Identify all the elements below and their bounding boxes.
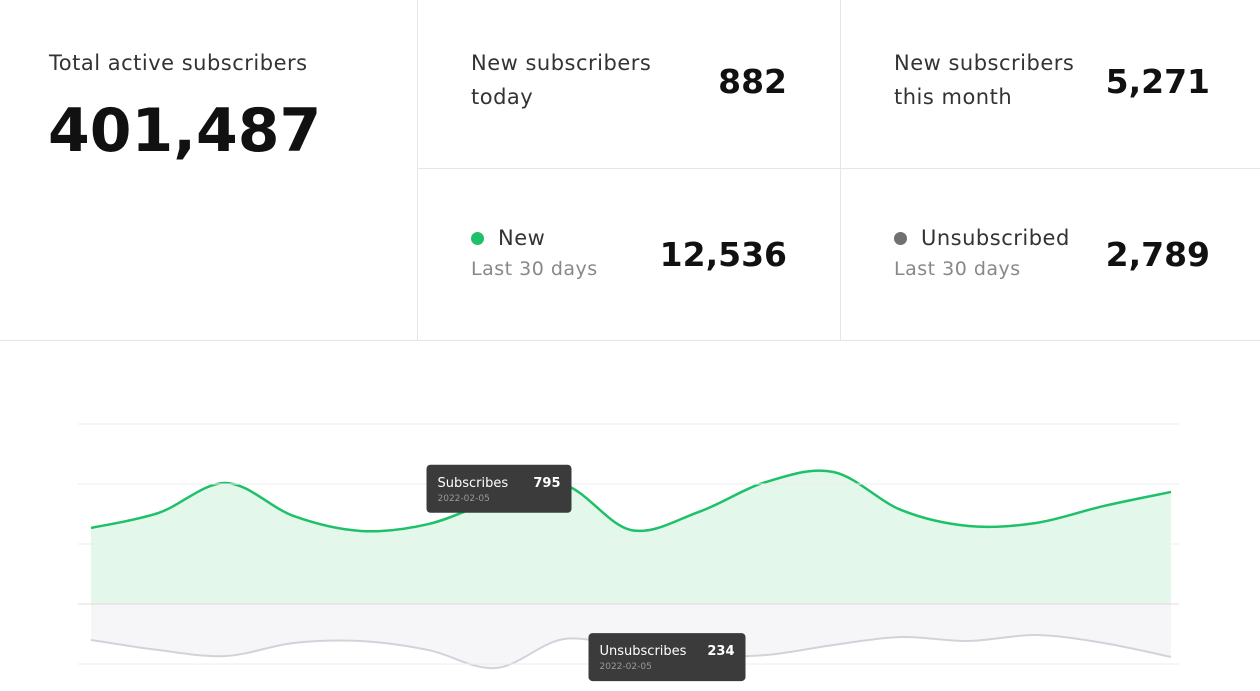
stat-value: 882 bbox=[718, 62, 787, 101]
stat-sublabel: Last 30 days bbox=[471, 258, 598, 280]
tooltip: Subscribes 795 2022-02-05 bbox=[426, 464, 572, 513]
stat-label: New bbox=[498, 226, 546, 250]
stat-label: New subscribers this month bbox=[894, 51, 1075, 109]
tooltip-value: 795 bbox=[533, 476, 560, 491]
today-cell: New subscribers today 882 bbox=[418, 0, 841, 169]
tooltip-series: Unsubscribes bbox=[600, 644, 687, 659]
tooltip-box bbox=[588, 633, 746, 682]
tooltip-value: 234 bbox=[707, 644, 734, 659]
tooltip: Unsubscribes 234 2022-02-05 bbox=[588, 633, 746, 682]
stat-value: 12,536 bbox=[659, 235, 787, 274]
stat-value: 401,487 bbox=[48, 96, 322, 166]
tooltip-date: 2022-02-05 bbox=[600, 662, 652, 672]
month-cell: New subscribers this month 5,271 bbox=[841, 0, 1260, 169]
stat-sublabel: Last 30 days bbox=[894, 258, 1021, 280]
stat-label: Unsubscribed bbox=[921, 226, 1070, 250]
stat-label: New subscribers today bbox=[471, 51, 652, 109]
total-cell: Total active subscribers 401,487 bbox=[0, 0, 418, 340]
stat-label: Total active subscribers bbox=[49, 51, 308, 75]
line bbox=[90, 469, 1172, 533]
legend-dot bbox=[894, 232, 907, 245]
new-cell: New Last 30 days 12,536 bbox=[418, 169, 841, 340]
stat-value: 2,789 bbox=[1105, 235, 1210, 274]
stat-value: 5,271 bbox=[1105, 62, 1210, 101]
legend-dot bbox=[471, 232, 484, 245]
area bbox=[91, 470, 1171, 604]
tooltip-series: Subscribes bbox=[438, 476, 509, 491]
stats-panel: Total active subscribers 401,487 New sub… bbox=[0, 0, 1260, 341]
chart: Subscribes 795 2022-02-05 Unsubscribes 234 20… bbox=[78, 423, 1179, 682]
tooltip-date: 2022-02-05 bbox=[438, 494, 490, 504]
unsub-cell: Unsubscribed Last 30 days 2,789 bbox=[841, 169, 1260, 340]
tooltip-box bbox=[426, 464, 572, 513]
